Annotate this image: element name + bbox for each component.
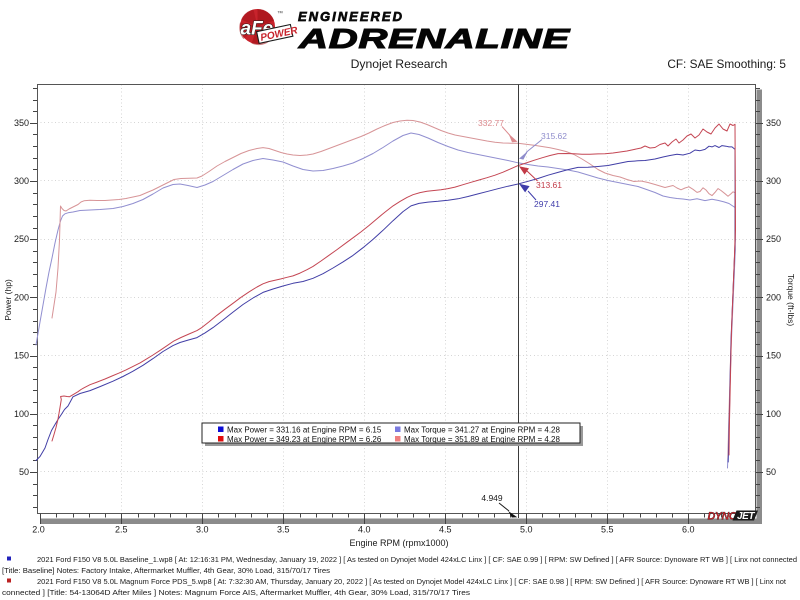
svg-text:Torque (ft-lbs): Torque (ft-lbs) <box>786 274 796 327</box>
svg-text:connected ] [Title: 54-13064D: connected ] [Title: 54-13064D After Mile… <box>2 588 470 597</box>
svg-text:4.5: 4.5 <box>439 525 452 535</box>
svg-text:JET: JET <box>737 511 755 522</box>
svg-text:313.61: 313.61 <box>536 180 562 190</box>
svg-text:100: 100 <box>14 409 29 419</box>
svg-text:150: 150 <box>766 351 781 361</box>
svg-text:200: 200 <box>14 292 29 302</box>
svg-text:250: 250 <box>14 234 29 244</box>
svg-text:ADRENALINE: ADRENALINE <box>298 24 571 54</box>
svg-text:350: 350 <box>14 118 29 128</box>
svg-text:Max Power = 331.16 at Engine: Max Power = 331.16 at Engine RPM = 6.15 <box>227 426 382 435</box>
svg-text:5.5: 5.5 <box>601 525 614 535</box>
svg-text:297.41: 297.41 <box>534 199 560 209</box>
svg-text:Max Torque = 341.27 at Engin: Max Torque = 341.27 at Engine RPM = 4.28 <box>404 426 561 435</box>
svg-text:200: 200 <box>766 292 781 302</box>
svg-text:50: 50 <box>19 467 29 477</box>
svg-text:50: 50 <box>766 467 776 477</box>
svg-text:Max Power = 349.23 at Engine: Max Power = 349.23 at Engine RPM = 6.26 <box>227 435 382 444</box>
svg-text:4.949: 4.949 <box>481 493 503 503</box>
svg-text:100: 100 <box>766 409 781 419</box>
svg-text:Engine RPM (rpmx1000): Engine RPM (rpmx1000) <box>349 538 448 548</box>
svg-text:300: 300 <box>766 176 781 186</box>
svg-text:350: 350 <box>766 118 781 128</box>
svg-text:[Title: Baseline] Notes: Fact: [Title: Baseline] Notes: Factory Intake,… <box>2 566 330 575</box>
svg-text:Max Torque = 351.89 at Engin: Max Torque = 351.89 at Engine RPM = 4.28 <box>404 435 561 444</box>
svg-text:300: 300 <box>14 176 29 186</box>
svg-text:4.0: 4.0 <box>358 525 371 535</box>
svg-text:™: ™ <box>277 10 283 17</box>
svg-text:Power (hp): Power (hp) <box>3 279 13 321</box>
svg-text:3.5: 3.5 <box>277 525 290 535</box>
svg-text:250: 250 <box>766 234 781 244</box>
svg-text:6.0: 6.0 <box>682 525 695 535</box>
svg-text:2021 Ford F150 V8 5.0L Baselin: 2021 Ford F150 V8 5.0L Baseline_1.wp8 [ … <box>37 555 797 564</box>
svg-text:CF: SAE Smoothing: 5: CF: SAE Smoothing: 5 <box>667 57 786 71</box>
svg-text:Dynojet Research: Dynojet Research <box>351 57 448 71</box>
svg-text:ENGINEERED: ENGINEERED <box>298 9 404 24</box>
svg-text:2021 Ford F150 V8 5.0L Magnum: 2021 Ford F150 V8 5.0L Magnum Force PDS_… <box>37 577 786 586</box>
svg-text:332.77: 332.77 <box>478 118 504 128</box>
svg-text:3.0: 3.0 <box>196 525 209 535</box>
svg-text:2.0: 2.0 <box>32 525 45 535</box>
svg-text:5.0: 5.0 <box>520 525 533 535</box>
svg-text:DYNO: DYNO <box>708 511 738 523</box>
svg-text:2.5: 2.5 <box>115 525 128 535</box>
svg-text:150: 150 <box>14 351 29 361</box>
svg-text:315.62: 315.62 <box>541 131 567 141</box>
